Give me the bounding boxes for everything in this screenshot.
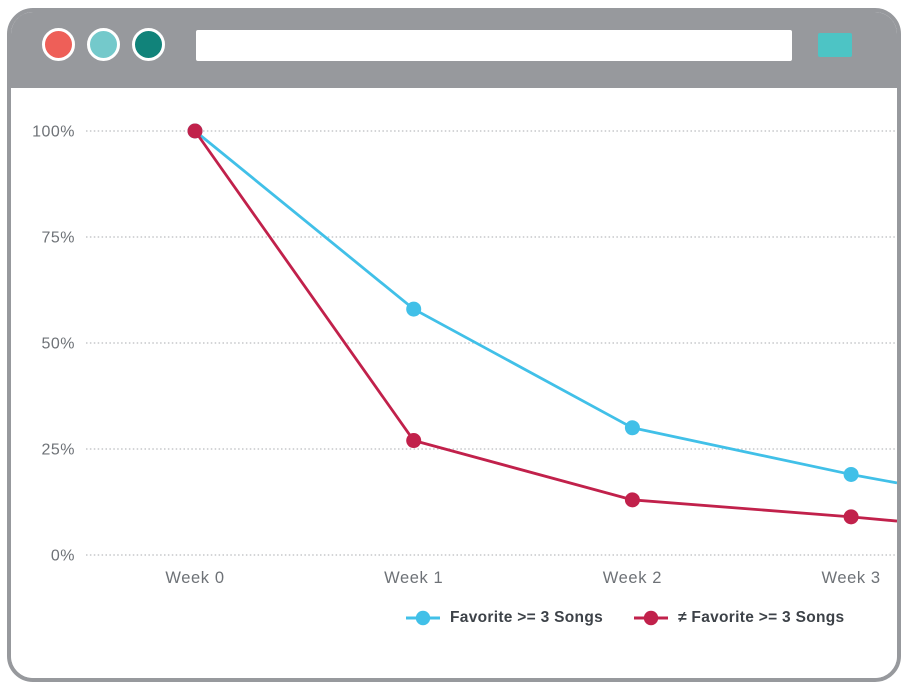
y-axis-tick-label: 75% <box>41 230 75 247</box>
data-point <box>406 301 422 317</box>
browser-window: 100% 75% 50% 25% 0% Week 0 Week 1 Week 2 Week 3 … <box>7 8 901 682</box>
legend-label: ≠ Favorite >= 3 Songs <box>678 609 845 626</box>
x-axis-tick-label: Week 2 <box>603 569 662 587</box>
window-button-maximize[interactable] <box>132 28 165 61</box>
x-axis-tick-label: Week 1 <box>384 569 443 587</box>
data-point <box>624 420 640 436</box>
line-chart: 100% 75% 50% 25% 0% Week 0 Week 1 Week 2 Week 3 <box>32 123 897 587</box>
browser-title-bar <box>11 12 897 88</box>
x-axis-tick-label: Week 0 <box>165 569 224 587</box>
series-line <box>194 129 897 485</box>
legend-marker-red <box>633 610 669 626</box>
data-point <box>843 509 859 525</box>
data-point <box>187 123 203 139</box>
window-buttons <box>42 28 165 61</box>
legend-item-favorite[interactable]: Favorite >= 3 Songs <box>405 609 603 627</box>
y-axis-tick-label: 0% <box>51 548 75 565</box>
window-button-minimize[interactable] <box>87 28 120 61</box>
y-axis-tick-label: 25% <box>41 442 75 459</box>
address-bar[interactable] <box>196 30 792 61</box>
x-axis-tick-label: Week 3 <box>821 569 880 587</box>
y-axis-tick-label: 50% <box>41 336 75 353</box>
data-point <box>624 492 640 508</box>
legend-label: Favorite >= 3 Songs <box>450 609 604 626</box>
legend-item-not-favorite[interactable]: ≠ Favorite >= 3 Songs <box>633 609 844 627</box>
window-button-close[interactable] <box>42 28 75 61</box>
data-point <box>406 433 422 449</box>
chart-area: 100% 75% 50% 25% 0% Week 0 Week 1 Week 2 Week 3 … <box>11 88 897 678</box>
legend-marker-blue <box>405 610 441 626</box>
chart-legend: Favorite >= 3 Songs ≠ Favorite >= 3 Song… <box>405 609 844 627</box>
browser-action-button[interactable] <box>818 33 852 57</box>
data-point <box>843 466 859 482</box>
y-axis-tick-label: 100% <box>32 124 75 141</box>
